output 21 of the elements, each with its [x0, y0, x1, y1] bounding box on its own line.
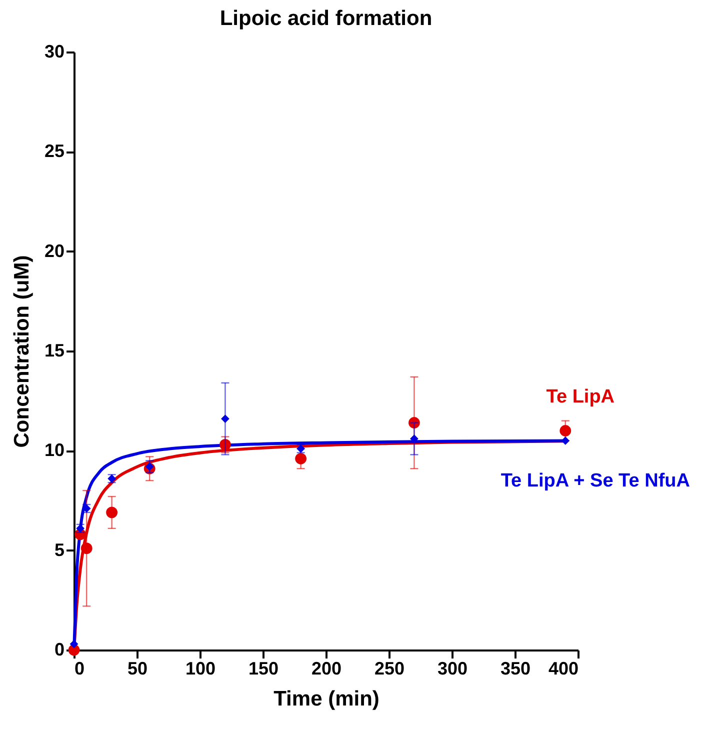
text: Te LipA + Se Te NfuA	[500, 470, 690, 492]
x-tick-label: 350	[500, 658, 531, 678]
y-tick-label: 5	[54, 540, 64, 560]
x-tick-label: 150	[248, 658, 279, 678]
series-label: Te LipA	[546, 386, 615, 408]
x-tick-label: 300	[437, 658, 468, 678]
x-tick-label: 250	[374, 658, 405, 678]
y-tick-label: 20	[44, 240, 64, 261]
x-tick-label: 100	[185, 658, 216, 678]
y-axis-title: Concentration (uM)	[10, 255, 34, 448]
y-tick-label: 30	[44, 42, 64, 62]
x-tick-label: 50	[127, 658, 148, 678]
y-tick-label: 10	[44, 440, 64, 460]
y-tick-label: 0	[54, 640, 64, 660]
chart-title: Lipoic acid formation	[220, 7, 432, 30]
x-axis-title: Time (min)	[274, 688, 380, 710]
x-tick-label: 200	[311, 658, 342, 678]
y-tick-label: 15	[44, 340, 64, 360]
y-tick-label: 25	[44, 141, 64, 162]
x-tick-label: 0	[74, 658, 85, 678]
x-tick-label: 400	[548, 658, 578, 678]
